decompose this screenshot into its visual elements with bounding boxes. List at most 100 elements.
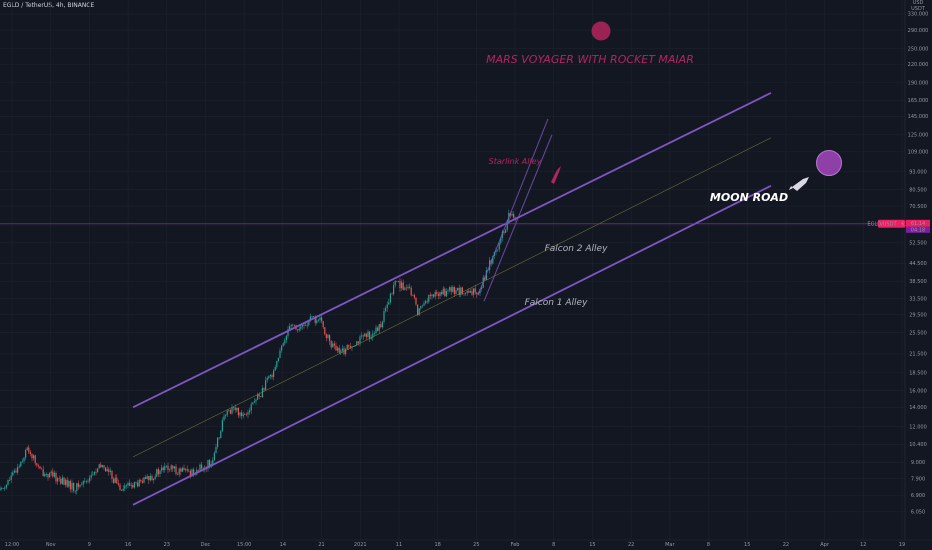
candle-body <box>349 346 351 348</box>
x-tick-label: Nov <box>46 542 56 548</box>
candle-body <box>498 243 500 250</box>
candle-body <box>36 463 38 466</box>
candle-body <box>442 288 444 295</box>
candle-body <box>119 484 121 491</box>
candle-body <box>186 469 188 471</box>
candle-body <box>138 479 140 487</box>
candle-body <box>132 484 134 488</box>
candle-body <box>381 321 383 328</box>
candle-body <box>175 466 177 474</box>
candle-body <box>108 469 110 472</box>
moon-road-annotation: MOON ROAD <box>710 191 788 204</box>
x-tick-label: 16 <box>125 542 131 548</box>
candle-body <box>159 470 161 475</box>
candle-body <box>279 350 281 358</box>
candle-body <box>89 477 91 482</box>
candle-body <box>77 483 79 487</box>
candle-body <box>303 325 305 326</box>
candle-body <box>154 476 156 479</box>
mars-planet-icon <box>591 21 611 41</box>
candle-body <box>26 447 28 450</box>
candle-body <box>129 482 131 486</box>
candle-body <box>191 469 193 476</box>
y-tick-label: 21.500 <box>909 352 927 358</box>
candle-body <box>263 388 265 390</box>
y-tick-label: 220.000 <box>908 62 929 68</box>
candle-body <box>212 459 214 464</box>
candle-body <box>394 280 396 286</box>
mars-annotation: MARS VOYAGER WITH ROCKET MAIAR <box>486 53 694 66</box>
candle-body <box>44 474 46 477</box>
candle-body <box>468 290 470 293</box>
candle-body <box>157 469 159 475</box>
candle-body <box>428 294 430 302</box>
candle-body <box>221 420 223 431</box>
candle-body <box>321 317 323 322</box>
candle-body <box>103 465 105 468</box>
candle-body <box>469 291 471 293</box>
candle-body <box>167 465 169 471</box>
candle-body <box>453 286 455 294</box>
candle-body <box>266 377 268 381</box>
candle-body <box>258 394 260 397</box>
candle-body <box>237 407 239 416</box>
candle-body <box>292 324 294 326</box>
candle-body <box>10 475 12 480</box>
candle-body <box>444 288 446 297</box>
candle-body <box>378 324 380 331</box>
candle-body <box>234 407 236 411</box>
candle-body <box>345 349 347 355</box>
candle-body <box>4 487 6 489</box>
starlink-rocket-icon <box>551 166 561 184</box>
candle-body <box>18 466 20 467</box>
candle-body <box>437 293 439 296</box>
candle-body <box>164 466 166 471</box>
y-tick-label: 6.050 <box>911 510 925 516</box>
candle-body <box>170 465 172 470</box>
candle-body <box>401 282 403 289</box>
candle-body <box>322 321 324 328</box>
y-tick-label: 125.000 <box>908 133 929 139</box>
candle-body <box>17 466 19 473</box>
y-tick-label: 33.500 <box>909 297 927 303</box>
candle-body <box>289 326 291 330</box>
candle-body <box>111 470 113 479</box>
candle-body <box>361 335 363 337</box>
candle-body <box>412 294 414 296</box>
candle-body <box>146 476 148 479</box>
candle-body <box>324 327 326 335</box>
candle-body <box>405 287 407 289</box>
candle-body <box>116 477 118 484</box>
candle-body <box>465 293 467 294</box>
candle-body <box>71 482 73 490</box>
candle-body <box>7 480 9 485</box>
candle-body <box>506 220 508 230</box>
candle-body <box>476 292 478 295</box>
candle-body <box>173 466 175 469</box>
candle-body <box>309 316 311 321</box>
x-tick-label: 2021 <box>354 542 367 548</box>
moon-icon <box>816 150 842 176</box>
y-tick-label: 7.900 <box>911 476 925 482</box>
candle-body <box>268 376 270 378</box>
candle-body <box>15 470 17 473</box>
candle-body <box>285 335 287 341</box>
candle-body <box>193 469 195 474</box>
candle-body <box>37 465 39 467</box>
candle-body <box>244 414 246 415</box>
candle-body <box>300 326 302 329</box>
candle-body <box>429 294 431 296</box>
candle-body <box>98 464 100 469</box>
candle-body <box>79 484 81 487</box>
x-tick-label: 11 <box>396 542 402 548</box>
candle-body <box>245 414 247 415</box>
channel-mid <box>132 137 772 458</box>
price-axis-panel <box>905 0 932 550</box>
candle-body <box>359 336 361 343</box>
candle-body <box>0 487 1 491</box>
candle-body <box>423 303 425 306</box>
candle-body <box>402 282 404 290</box>
candle-body <box>213 452 215 460</box>
